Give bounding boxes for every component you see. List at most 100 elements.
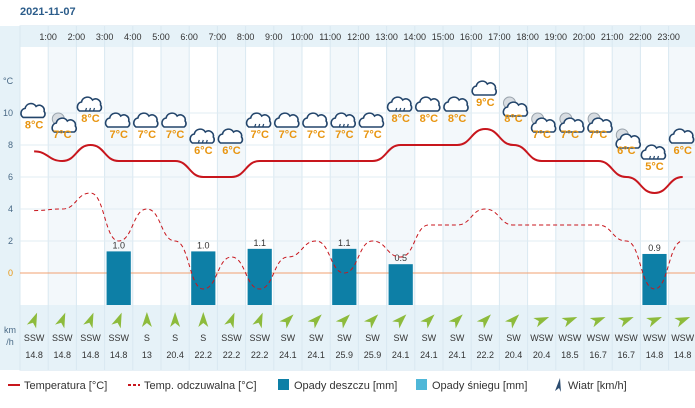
hour-label: 14:00 [404, 32, 427, 42]
rain-bar [191, 251, 216, 305]
wind-arrow-shape [141, 312, 152, 327]
hour-label: 9:00 [265, 32, 283, 42]
rain-cloud-icon [386, 96, 413, 112]
wind-arrow-shape [476, 314, 491, 329]
temperature-label: 8°C [448, 113, 467, 125]
temp-axis-unit: °C [3, 76, 14, 86]
hour-label: 19:00 [545, 32, 568, 42]
temperature-label: 8°C [391, 113, 410, 125]
rain-bar [332, 248, 357, 305]
temperature-series-line [34, 127, 683, 195]
raindrop [258, 123, 261, 128]
wind-arrow-shape [170, 312, 181, 327]
cloud-shape [559, 117, 585, 133]
legend-item: Opady deszczu [mm] [278, 379, 397, 392]
wind-speed-label: 25.9 [364, 350, 382, 360]
wind-arrow-shape [55, 312, 66, 329]
hour-label: 10:00 [291, 32, 314, 42]
wind-arrow-icon [198, 312, 209, 327]
legend-label: Wiatr [km/h] [568, 380, 627, 392]
wind-direction-label: S [144, 333, 150, 343]
wind-arrow-shape [252, 312, 263, 329]
hour-label: 11:00 [319, 32, 341, 42]
partly-cloudy-night-icon [502, 96, 529, 117]
hour-label: 7:00 [209, 32, 227, 42]
cloud-shape [668, 128, 695, 144]
wind-speed-label: 16.7 [618, 350, 636, 360]
wind-arrow-shape [307, 314, 322, 329]
wind-speed-label: 25.9 [336, 350, 354, 360]
legend-box-swatch [278, 379, 289, 390]
raindrop [346, 123, 349, 128]
wind-arrow-icon [476, 314, 491, 329]
temperature-label: 8°C [504, 113, 523, 125]
wind-arrow-icon [561, 317, 578, 328]
temperature-label: 7°C [138, 129, 157, 141]
temperature-label: 5°C [645, 161, 664, 173]
hour-label: 20:00 [573, 32, 596, 42]
rain-value-label: 0.5 [394, 253, 407, 263]
temperature-label: 7°C [589, 129, 608, 141]
raindrop [254, 123, 257, 128]
raindrop [648, 155, 652, 160]
wind-arrow-icon [83, 312, 94, 329]
cloudy-icon [471, 80, 498, 96]
wind-arrow-shape [617, 317, 634, 328]
rain-value-label: 0.9 [648, 243, 661, 253]
wind-direction-label: WSW [643, 333, 666, 343]
legend-item: Temp. odczuwalna [°C] [128, 380, 257, 392]
wind-speed-label: 22.2 [195, 350, 213, 360]
wind-legend-icon [555, 378, 561, 392]
cloud-shape [161, 112, 187, 128]
hour-label: 1:00 [39, 32, 57, 42]
raindrop [197, 139, 200, 144]
wind-direction-label: WSW [530, 333, 553, 343]
wind-speed-label: 24.1 [448, 350, 466, 360]
y-tick-label: 0 [8, 268, 13, 278]
wind-speed-label: 22.2 [477, 350, 495, 360]
cloud-shape [302, 112, 328, 128]
temperature-label: 8°C [420, 113, 439, 125]
cloudy-icon [358, 112, 385, 128]
temperature-label: 7°C [335, 129, 354, 141]
cloudy-icon [133, 112, 159, 128]
wind-direction-label: SW [422, 333, 437, 343]
cloud-shape [330, 112, 357, 128]
cloud-shape [358, 112, 385, 128]
y-tick-label: 10 [3, 108, 13, 118]
temperature-label: 8°C [25, 119, 44, 131]
hour-label: 16:00 [460, 32, 483, 42]
column-stripe [48, 47, 77, 305]
wind-speed-label: 20.4 [166, 350, 184, 360]
wind-direction-label: SW [309, 333, 324, 343]
temperature-label: 7°C [53, 129, 72, 141]
hour-label: 22:00 [629, 32, 652, 42]
wind-speed-label: 22.2 [223, 350, 241, 360]
wind-direction-label: WSW [615, 333, 638, 343]
wind-direction-label: SSW [249, 333, 270, 343]
cloudy-icon [20, 102, 46, 119]
cloud-shape [76, 96, 103, 112]
wind-arrow-icon [279, 314, 294, 329]
legend-label: Opady śniegu [mm] [432, 380, 527, 392]
cloud-shape [20, 102, 46, 119]
left-axis-bg [0, 26, 20, 370]
wind-direction-label: SW [393, 333, 408, 343]
cloudy-icon [217, 128, 244, 144]
hour-label: 21:00 [601, 32, 624, 42]
column-stripe [668, 47, 695, 305]
raindrop [403, 107, 406, 112]
wind-arrow-shape [279, 314, 294, 329]
cloudy-icon [668, 128, 695, 144]
wind-arrow-icon [55, 312, 66, 329]
rain-cloud-icon [76, 96, 103, 112]
column-stripe [386, 47, 415, 305]
hour-label: 4:00 [124, 32, 142, 42]
wind-direction-label: WSW [587, 333, 610, 343]
wind-arrow-icon [335, 314, 350, 329]
cloud-shape [471, 80, 498, 96]
rain-cloud-icon [189, 128, 216, 144]
cloud-shape [415, 96, 441, 112]
cloud-shape [189, 128, 216, 144]
wind-arrow-shape [448, 314, 463, 329]
